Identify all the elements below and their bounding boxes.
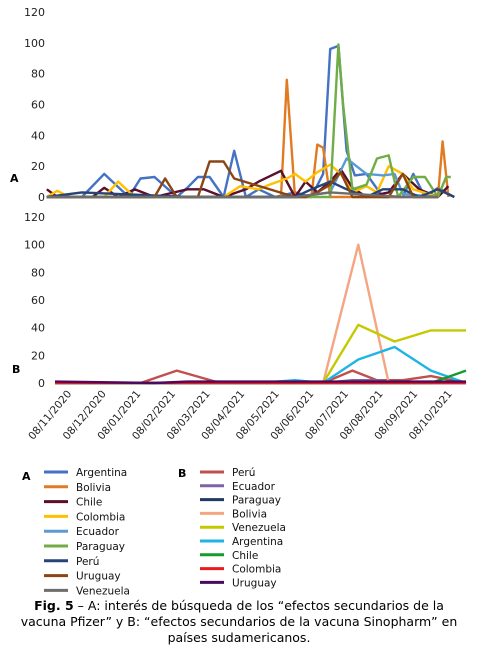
chart-b-y-tick: 80 <box>31 266 45 279</box>
legend-b-entry: Uruguay <box>232 577 277 589</box>
chart-b-series-bolivia <box>55 243 466 385</box>
legend-a-entry: Perú <box>76 556 99 568</box>
panel-label-a: A <box>10 172 19 185</box>
legend-b-entry: Paraguay <box>232 495 281 507</box>
legend-a-entry: Chile <box>76 497 102 509</box>
chart-a-series-bolivia <box>46 78 450 199</box>
caption-label: Fig. 5 <box>34 598 74 613</box>
legend-a-entry: Colombia <box>76 511 125 523</box>
chart-b-series-uruguay <box>54 380 466 385</box>
figure-caption: Fig. 5 – A: interés de búsqueda de los “… <box>10 598 468 646</box>
chart-a-y-tick: 40 <box>31 129 45 142</box>
chart-a-series-venezuela <box>46 191 438 199</box>
legend-a-entry: Venezuela <box>76 585 130 597</box>
legend-b-entry: Perú <box>232 467 255 479</box>
chart-b-y-tick: 0 <box>38 377 45 390</box>
panel-label-b: B <box>12 363 20 376</box>
legend-b-entry: Chile <box>232 550 258 562</box>
chart-a: 0 20 40 60 80 100 120 <box>24 6 455 204</box>
caption-text: – A: interés de búsqueda de los “efectos… <box>20 598 458 645</box>
x-axis-ticks: 08/11/202008/12/202008/01/202108/02/2021… <box>26 388 455 442</box>
chart-b-y-tick: 60 <box>31 294 45 307</box>
figure: 0 20 40 60 80 100 120 0 20 40 60 80 100 120 A B 08/1… <box>10 6 467 597</box>
chart-b-series-argentina <box>55 345 467 385</box>
legend-b-entry: Colombia <box>232 564 281 576</box>
legend-a-entry: Paraguay <box>76 541 125 553</box>
chart-b-y-tick: 120 <box>24 211 45 224</box>
chart-a-y-tick: 100 <box>24 37 45 50</box>
chart-a-y-tick: 120 <box>24 6 45 19</box>
legend-b-entry: Argentina <box>232 536 283 548</box>
legend-a-entry: Ecuador <box>76 526 120 538</box>
legend-b-entry: Venezuela <box>232 522 286 534</box>
legend-a-entry: Argentina <box>76 467 127 479</box>
chart-b: 0 20 40 60 80 100 120 <box>24 211 467 390</box>
chart-b-y-tick: 100 <box>24 239 45 252</box>
legend-b-entry: Ecuador <box>232 481 276 493</box>
legend-a: Argentina Bolivia Chile Colombia Ecuador Para… <box>44 467 130 597</box>
chart-b-y-tick: 20 <box>31 349 45 362</box>
legend-a-entry: Uruguay <box>76 571 121 583</box>
legend-a-entry: Bolivia <box>76 482 111 494</box>
legend-label-a: A <box>22 470 31 483</box>
chart-a-y-tick: 80 <box>31 68 45 81</box>
legend-b-entry: Bolivia <box>232 508 267 520</box>
chart-a-y-tick: 20 <box>31 160 45 173</box>
chart-a-y-tick: 0 <box>38 191 45 204</box>
legend-label-b: B <box>178 467 186 480</box>
chart-a-y-tick: 60 <box>31 99 45 112</box>
chart-b-y-tick: 40 <box>31 322 45 335</box>
